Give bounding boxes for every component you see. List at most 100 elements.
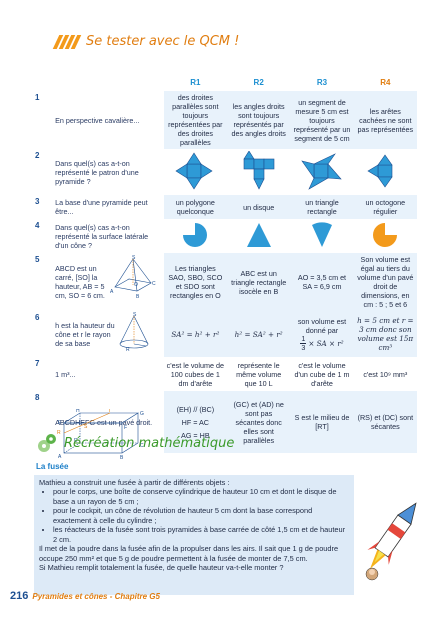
answer-r2-shape [227,219,291,253]
page-footer: 216 Pyramides et cônes - Chapitre G5 [10,590,160,602]
question-text: Dans quel(s) cas a-t-on représenté la su… [55,222,149,250]
label-d: D [74,438,78,444]
table-row: 2 Dans quel(s) cas a-t-on représenté le … [32,149,417,195]
table-row: 4 Dans quel(s) cas a-t-on représenté la … [32,219,417,253]
problem-title: La fusée [36,462,69,471]
answer-r3: un segment de mesure 5 cm est toujours r… [290,91,354,149]
col-r3: R3 [316,78,328,87]
header-title: Se tester avec le QCM ! [86,34,240,49]
answer-r1: un polygone quelconque [163,195,227,219]
answer-r1: des droites parallèles sont toujours rep… [163,91,227,149]
question-text: h est la hauteur du cône et r le rayon d… [55,320,115,348]
net-figure-1 [175,152,213,190]
problem-question: Si Mathieu remplit totalement la fusée, … [39,563,284,573]
label-e: E [58,420,62,426]
answer-r1: Les triangles SAO, SBO, SCO et SDO sont … [163,253,227,311]
question-text: 1 m³... [55,369,76,379]
problem-text: Il met de la poudre dans la fusée afin d… [39,544,339,563]
answer-r3-net [290,149,354,195]
disk-sector-icon [183,223,208,247]
volume-formula: 1 3 × SA × r² [293,335,350,352]
row-number: 2 [35,151,40,160]
label-o: O [134,282,138,288]
recreation-header: Récréation mathématique [36,432,234,454]
question-text: Dans quel(s) cas a-t-on représenté le pa… [55,158,139,186]
answer-r4: h = 5 cm et r = 3 cm donc son volume est… [353,311,417,357]
answer-r1: SA² = h² + r² [163,311,227,357]
cone-figure: S R [119,312,149,352]
answer-r2: h² = SA² + r² [227,311,291,357]
answer-r1-cell: (EH) // (BC) HF = AC AG = HB [163,391,227,453]
label-c: C [140,443,144,449]
net-figure-4 [367,154,393,188]
triangle-icon [246,223,271,247]
chapter-label: Pyramides et cônes - Chapitre G5 [32,592,160,601]
label-c: C [152,281,156,287]
answer-r2: représente le même volume que 10 L [227,357,291,391]
table-row: 7 1 m³... c'est le volume de 100 cubes d… [32,357,417,391]
list-item: pour le cockpit, un cône de révolution d… [53,506,349,525]
label-b: B [120,455,124,459]
label-r: R [57,430,61,436]
column-header-row: R1 R2 R3 R4 [32,75,417,91]
label-s: S [132,255,136,261]
question-text: La base d'une pyramide peut être... [55,198,148,216]
table-row: 8 ABCDHEFG est un pavé droit. H T G E S … [32,391,417,459]
table-row: 5 ABCD est un carré, [SO] la hauteur, AB… [32,253,417,311]
answer-r1: (EH) // (BC) [176,404,215,414]
net-figure-3 [301,153,342,190]
label-f: F [124,425,127,431]
col-r4: R4 [380,78,391,87]
answer-r3-shape [290,219,354,253]
col-r2: R2 [253,78,264,87]
table-row: 6 h est la hauteur du cône et r le rayon… [32,311,417,357]
pyramid-figure: S O A B C [110,255,156,299]
row-number: 7 [35,359,40,368]
label-s: S [133,312,137,318]
row-number: 5 [35,255,40,264]
row-number: 3 [35,197,40,206]
col-r1: R1 [190,78,201,87]
answer-r2-net [227,149,291,195]
question-cell: h est la hauteur du cône et r le rayon d… [52,311,164,357]
answer-r4: les arêtes cachées ne sont pas représent… [353,91,417,149]
answer-r4-net [353,149,417,195]
answer-r1-shape [163,219,227,253]
question-text: ABCD est un carré, [SO] la hauteur, AB =… [55,264,105,300]
answer-r2: ABC est un triangle rectangle isocèle en… [227,253,291,311]
label-g: G [140,411,144,417]
answer-r3: S est le milieu de [RT] [290,391,354,453]
list-item: les réacteurs de la fusée sont trois pyr… [53,525,349,544]
label-b: B [136,294,140,299]
question-text: ABCDHEFG est un pavé droit. [55,417,153,427]
label-r: R [126,347,130,352]
answer-r2: les angles droits sont toujours représen… [227,91,291,149]
table-row: 3 La base d'une pyramide peut être... un… [32,195,417,219]
answer-r3: un triangle rectangle [290,195,354,219]
label-s: S [84,424,88,430]
row-number: 6 [35,313,40,322]
row-number: 1 [35,93,40,102]
page-number: 216 [10,590,29,602]
row-number: 4 [35,221,40,230]
answer-r4: un octogone régulier [353,195,417,219]
answer-r3-cell: son volume est donné par 1 3 × SA × r² [290,311,354,357]
rocket-illustration [365,502,417,581]
row-number: 8 [35,393,40,402]
answer-r1: c'est le volume de 100 cubes de 1 dm d'a… [163,357,227,391]
label-h: H [76,409,80,414]
answer-r4: c'est 10⁹ mm³ [353,357,417,391]
fraction-den: 3 [301,342,306,352]
question-cell: ABCDHEFG est un pavé droit. H T G E S F … [52,391,164,459]
recreation-title: Récréation mathématique [64,435,235,451]
label-a: A [110,289,114,295]
answer-r3: c'est le volume d'un cube de 1 m d'arête [290,357,354,391]
gears-icon [38,434,56,452]
answer-r4-shape [353,219,417,253]
answer-r2: un disque [227,195,291,219]
answer-r1-b: HF = AC [181,417,210,427]
label-a: A [58,454,62,459]
table-row: 1 En perspective cavalière... des droite… [32,91,417,149]
pacman-icon [373,223,398,247]
answer-r1-net [163,149,227,195]
